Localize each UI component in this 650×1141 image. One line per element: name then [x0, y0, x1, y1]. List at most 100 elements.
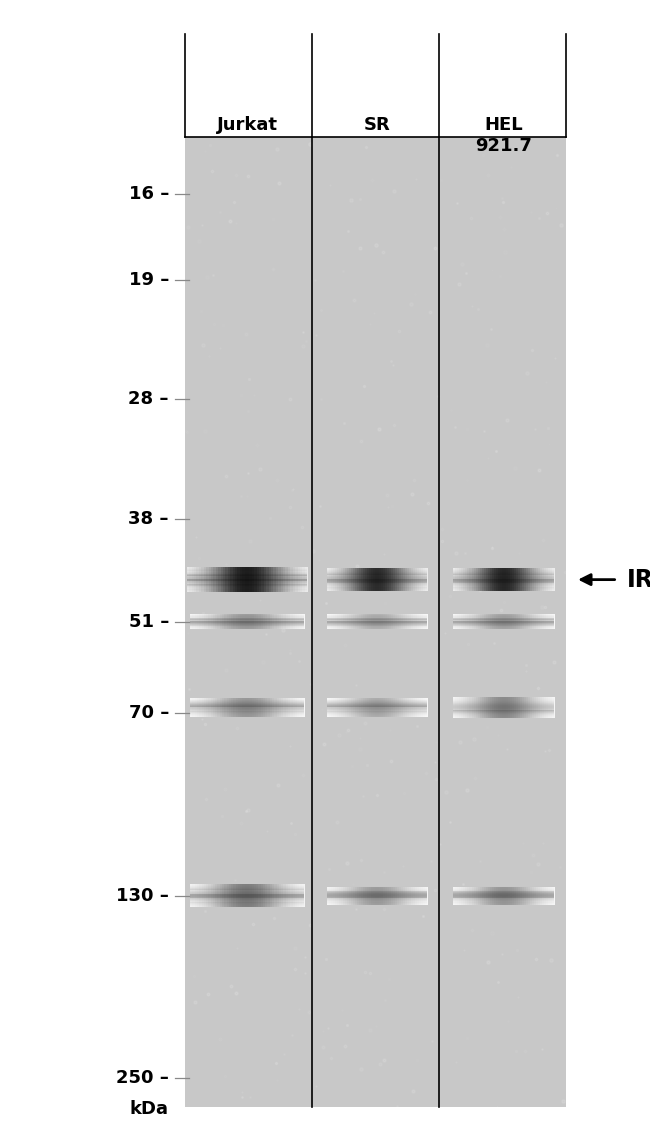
Bar: [197, 884, 200, 907]
Bar: [326, 621, 427, 622]
Bar: [524, 887, 526, 905]
Bar: [353, 887, 356, 905]
Bar: [224, 614, 227, 630]
Bar: [299, 884, 302, 907]
Bar: [257, 567, 259, 592]
Bar: [548, 568, 551, 591]
Bar: [365, 887, 367, 905]
Bar: [326, 616, 427, 617]
Bar: [456, 887, 458, 905]
Bar: [500, 697, 502, 718]
Bar: [326, 892, 427, 893]
Bar: [419, 698, 422, 717]
Bar: [482, 697, 484, 718]
Bar: [326, 887, 330, 905]
Bar: [425, 698, 428, 717]
Bar: [346, 698, 350, 717]
Bar: [454, 616, 554, 617]
Bar: [454, 573, 554, 574]
Bar: [454, 713, 554, 714]
Bar: [326, 706, 427, 709]
Bar: [326, 620, 427, 621]
Bar: [454, 714, 554, 715]
Bar: [326, 570, 427, 573]
Bar: [491, 697, 494, 718]
Bar: [379, 698, 382, 717]
Bar: [486, 697, 488, 718]
Bar: [375, 698, 378, 717]
Bar: [264, 567, 267, 592]
Bar: [454, 570, 554, 572]
Bar: [389, 614, 392, 630]
Bar: [326, 707, 427, 710]
Bar: [190, 710, 304, 711]
Bar: [454, 580, 554, 582]
Bar: [333, 887, 335, 905]
Bar: [478, 887, 480, 905]
Bar: [190, 623, 304, 625]
Bar: [536, 568, 539, 591]
Bar: [489, 568, 492, 591]
Bar: [326, 895, 427, 897]
Bar: [298, 567, 300, 592]
Bar: [238, 698, 241, 717]
Text: 16 –: 16 –: [129, 185, 169, 203]
Bar: [302, 884, 304, 907]
Text: 28 –: 28 –: [129, 390, 169, 408]
Bar: [538, 568, 541, 591]
Bar: [528, 887, 530, 905]
Bar: [326, 623, 427, 625]
Bar: [540, 697, 543, 718]
Bar: [206, 567, 209, 592]
Bar: [401, 887, 404, 905]
Bar: [283, 884, 286, 907]
Bar: [326, 583, 427, 585]
Bar: [326, 702, 427, 704]
Bar: [454, 583, 554, 585]
Bar: [329, 568, 332, 591]
Bar: [240, 614, 243, 630]
Bar: [465, 614, 468, 630]
Bar: [471, 697, 474, 718]
Bar: [339, 887, 341, 905]
Bar: [353, 614, 356, 630]
Bar: [190, 884, 193, 907]
Bar: [326, 893, 427, 895]
Bar: [407, 698, 410, 717]
Bar: [211, 884, 213, 907]
Bar: [538, 697, 541, 718]
Bar: [454, 711, 554, 712]
Bar: [190, 883, 304, 885]
Bar: [369, 568, 372, 591]
Bar: [454, 698, 554, 701]
Bar: [454, 624, 554, 625]
Bar: [190, 888, 304, 889]
Bar: [454, 618, 554, 620]
Bar: [190, 703, 304, 705]
Bar: [454, 897, 554, 898]
Bar: [197, 614, 200, 630]
Bar: [343, 698, 345, 717]
Bar: [252, 567, 255, 592]
Bar: [488, 887, 490, 905]
Bar: [454, 584, 554, 586]
Text: 70 –: 70 –: [129, 704, 169, 722]
Bar: [199, 567, 202, 592]
Bar: [190, 628, 304, 630]
Bar: [353, 698, 356, 717]
Bar: [528, 614, 530, 630]
Bar: [473, 887, 476, 905]
Bar: [190, 715, 304, 717]
Bar: [367, 887, 370, 905]
Bar: [242, 698, 246, 717]
Bar: [290, 698, 293, 717]
Bar: [387, 887, 390, 905]
Bar: [454, 575, 554, 577]
Bar: [522, 887, 525, 905]
Bar: [383, 887, 385, 905]
Text: 130 –: 130 –: [116, 887, 169, 905]
Bar: [190, 901, 304, 904]
Bar: [206, 614, 209, 630]
Bar: [550, 568, 552, 591]
Bar: [496, 614, 499, 630]
